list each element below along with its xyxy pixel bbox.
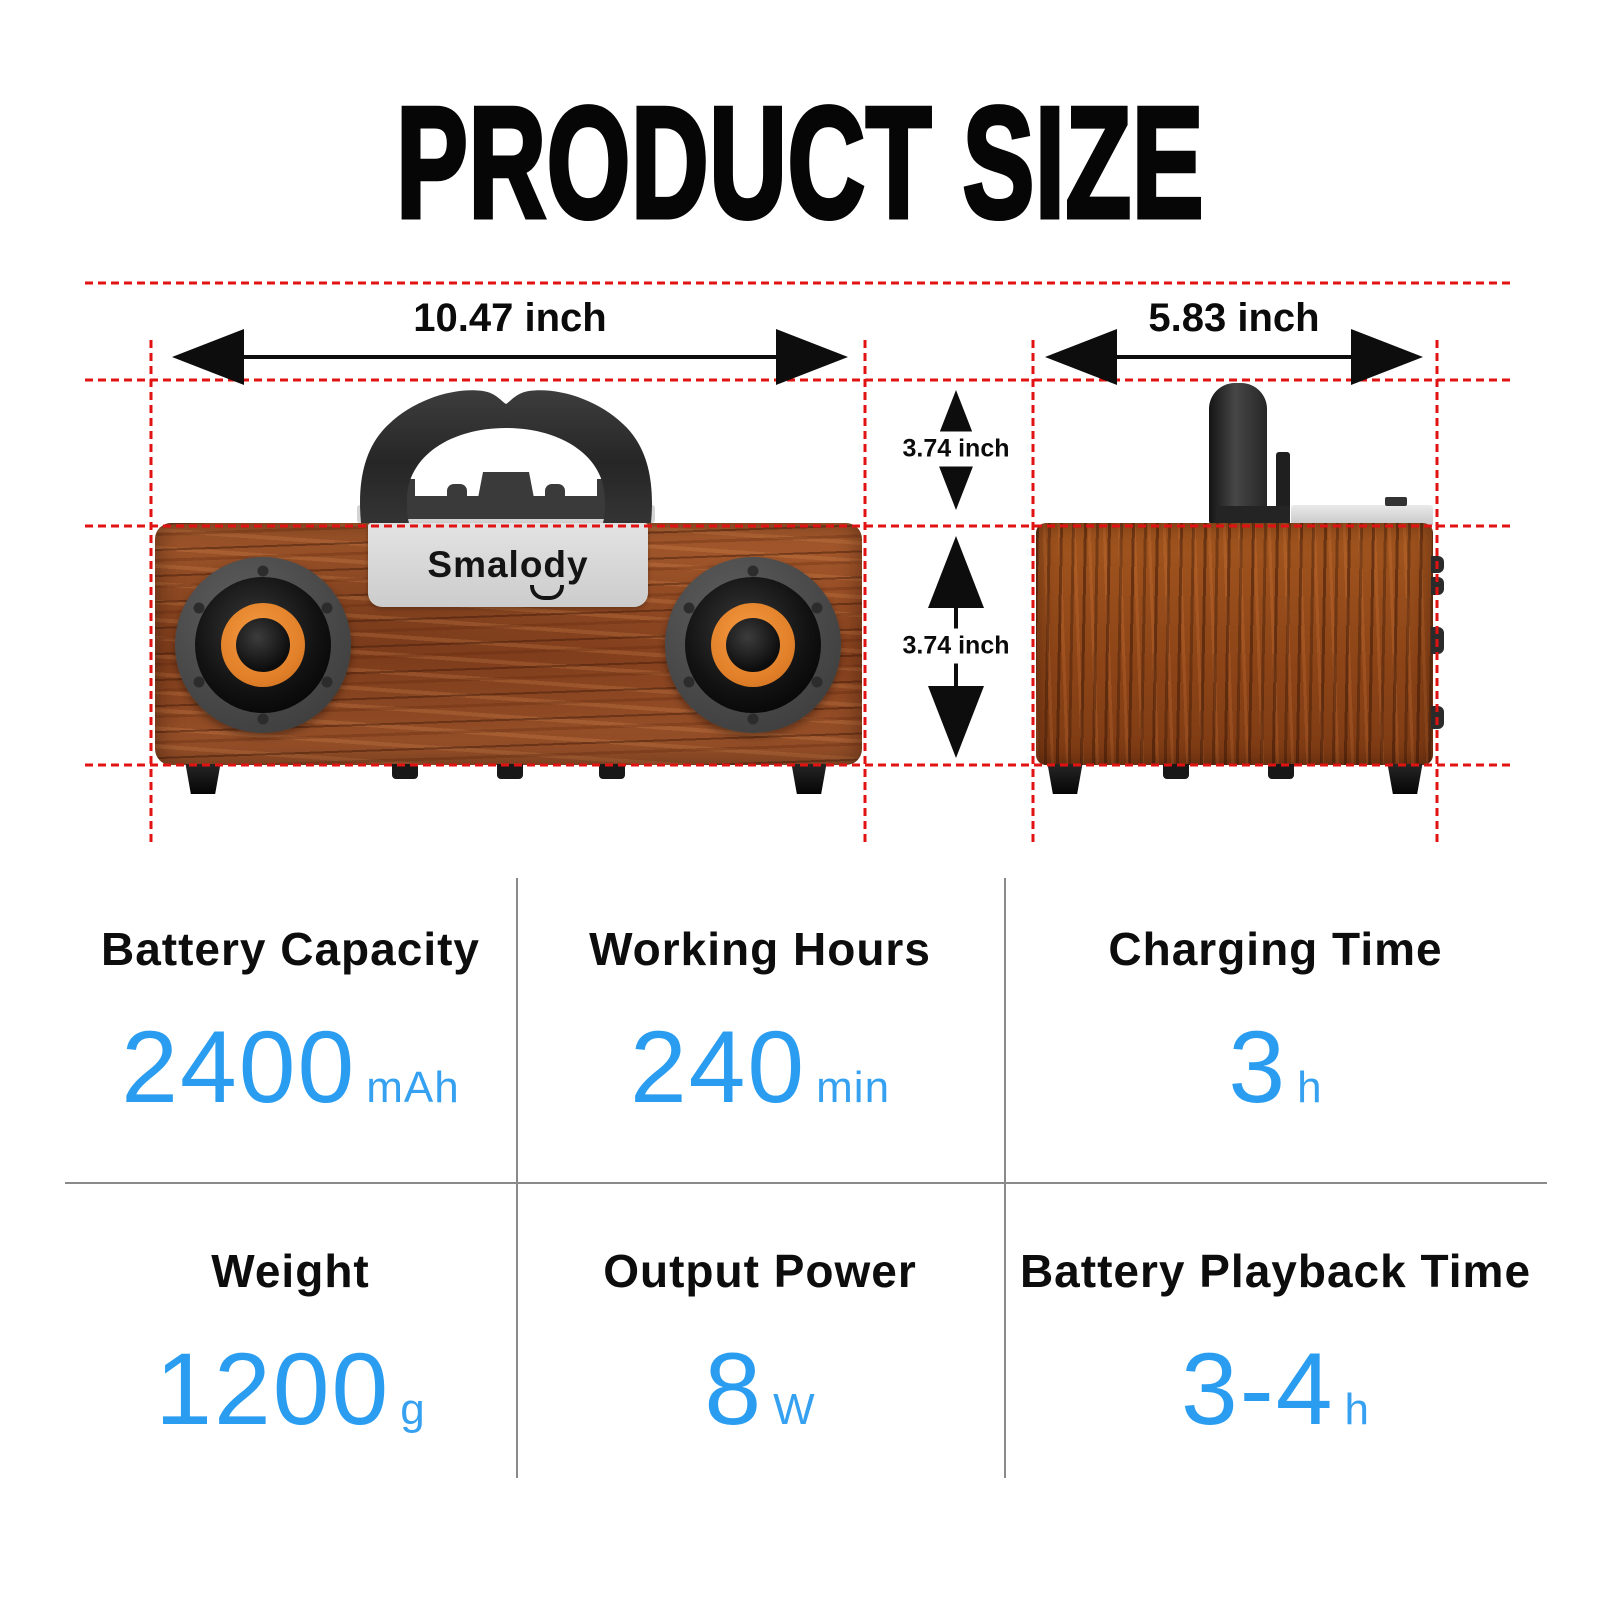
page-title: PRODUCT SIZE: [394, 75, 1205, 251]
brand-logo: Smalody: [427, 544, 589, 585]
side-width-label: 5.83 inch: [1148, 296, 1320, 340]
spec-output-power-label: Output Power: [603, 1245, 917, 1297]
side-control-knob: [1431, 577, 1444, 595]
table-divider-vertical: [1004, 878, 1006, 1478]
bottom-tab: [1268, 764, 1294, 779]
brand-plate: Smalody: [368, 523, 648, 607]
spec-charging-time-label: Charging Time: [1108, 923, 1443, 975]
smile-icon: [530, 585, 565, 601]
bottom-tab: [1163, 764, 1189, 779]
side-control-knob: [1431, 556, 1444, 573]
foot: [185, 764, 221, 794]
speaker-driver-left: [175, 557, 351, 733]
side-handle: [1209, 383, 1267, 525]
side-control-knob: [1431, 627, 1444, 654]
front-handle: [357, 390, 655, 523]
spec-playback-time-value: 3-4 h: [1181, 1332, 1370, 1446]
table-divider-vertical: [516, 878, 518, 1478]
handle-height-label: 3.74 inch: [894, 431, 1018, 467]
speaker-driver-right: [665, 557, 841, 733]
spec-working-hours-label: Working Hours: [589, 923, 931, 975]
speaker-side-view: [1036, 523, 1433, 765]
bottom-tab: [497, 764, 523, 779]
body-height-label: 3.74 inch: [894, 628, 1018, 664]
spec-weight-label: Weight: [211, 1245, 370, 1297]
page-title-wrap: PRODUCT SIZE: [0, 75, 1600, 251]
foot: [1387, 764, 1423, 794]
spec-playback-time-label: Battery Playback Time: [1019, 1245, 1532, 1297]
front-width-label: 10.47 inch: [413, 296, 607, 340]
bottom-tab: [392, 764, 418, 779]
spec-working-hours-value: 240 min: [629, 1010, 891, 1124]
table-divider-horizontal: [65, 1182, 1547, 1184]
spec-battery-capacity-value: 2400 mAh: [121, 1010, 460, 1124]
bottom-tab: [599, 764, 625, 779]
spec-weight-value: 1200 g: [155, 1332, 426, 1446]
side-control-knob: [1431, 706, 1444, 729]
foot: [1047, 764, 1083, 794]
foot: [791, 764, 827, 794]
side-top-edge: [1291, 505, 1433, 525]
handle-arch: [360, 390, 652, 523]
spec-battery-capacity-label: Battery Capacity: [100, 923, 481, 975]
